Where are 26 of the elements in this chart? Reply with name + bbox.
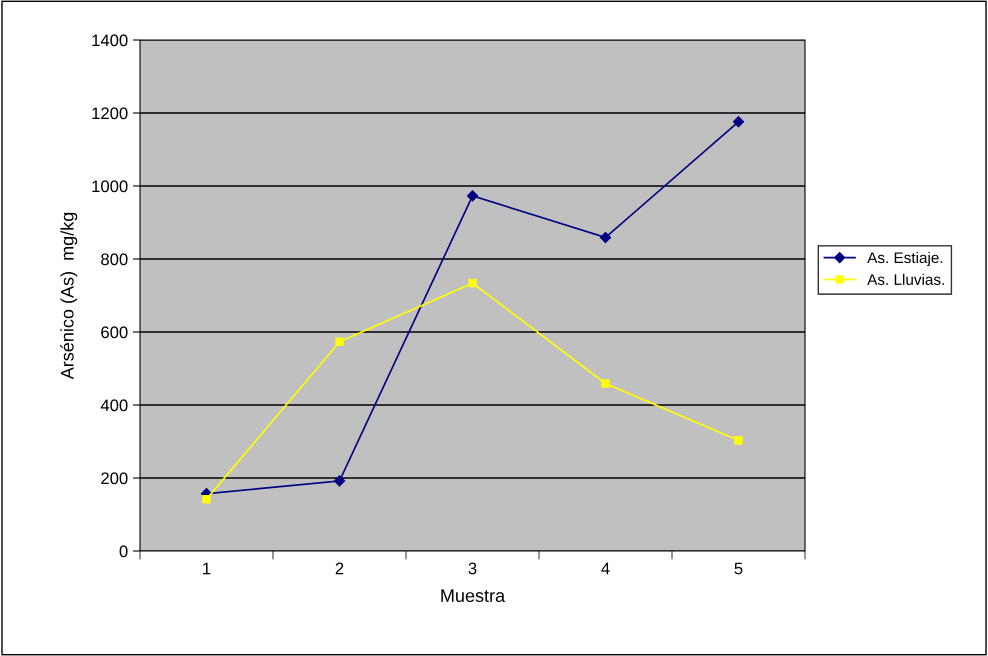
y-tick-label: 1000 [92,180,128,192]
y-tick-label: 0 [120,545,128,558]
point [734,436,743,445]
y-axis-title: Arsénico (As) mg/kg [60,212,78,380]
point [202,495,211,504]
y-tick-label: 800 [101,253,128,266]
y-tick-label: 1200 [92,107,128,120]
point [600,232,612,244]
point [334,475,346,487]
y-tick-label: 400 [100,399,128,412]
x-tick-label: 5 [734,562,742,574]
legend-label: As. Estiaje. [867,252,942,266]
x-tick-label: 2 [336,562,344,574]
x-tick-label: 3 [468,562,476,574]
point [732,116,744,128]
legend-label: As. Lluvias. [867,274,944,285]
point [335,338,344,346]
y-tick-label: 200 [101,472,128,484]
x-axis-title: Muestra [441,589,506,602]
point [468,278,477,288]
point [601,379,610,388]
point [466,190,478,202]
y-tick-label: 1400 [92,34,128,46]
x-tick-label: 4 [601,562,610,574]
y-tick-label: 600 [101,326,128,338]
x-tick-label: 1 [203,562,210,574]
